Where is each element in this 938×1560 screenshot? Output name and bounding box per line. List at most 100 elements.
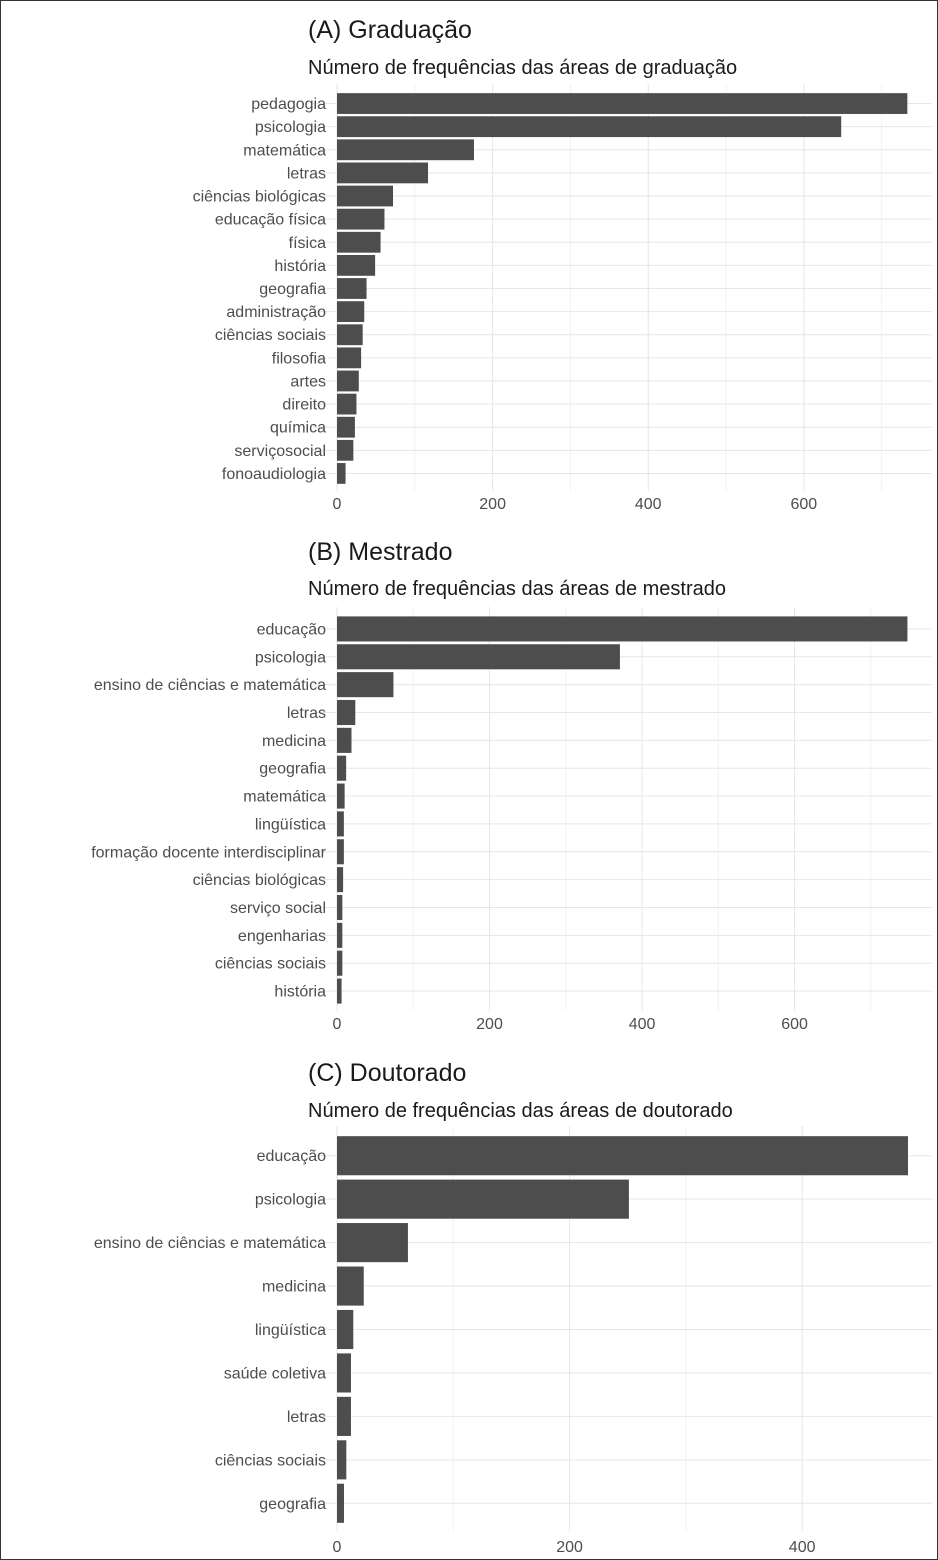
bar bbox=[337, 727, 352, 753]
bar bbox=[337, 324, 363, 346]
bar bbox=[337, 1179, 629, 1219]
x-tick-label: 200 bbox=[556, 1539, 583, 1556]
category-label: ensino de ciências e matemática bbox=[94, 1235, 326, 1252]
category-label: letras bbox=[287, 1409, 326, 1426]
panel-title: (A) Graduação bbox=[308, 16, 472, 44]
category-label: lingüística bbox=[255, 816, 326, 833]
category-label: serviço social bbox=[230, 900, 326, 917]
x-tick-label: 400 bbox=[789, 1539, 816, 1556]
category-label: ciências sociais bbox=[215, 327, 326, 344]
bar bbox=[337, 139, 474, 161]
panel-subtitle: Número de frequências das áreas de douto… bbox=[308, 1100, 733, 1122]
bar bbox=[337, 393, 357, 415]
x-tick-label: 600 bbox=[791, 496, 818, 513]
category-label: educação física bbox=[215, 212, 326, 229]
bar bbox=[337, 185, 394, 207]
bar bbox=[337, 93, 908, 114]
category-label: medicina bbox=[262, 1279, 326, 1296]
category-label: direito bbox=[282, 397, 326, 414]
bar bbox=[337, 301, 365, 323]
category-label: física bbox=[289, 235, 326, 252]
panel-title: (C) Doutorado bbox=[308, 1059, 466, 1087]
bar bbox=[337, 278, 367, 299]
category-label: química bbox=[270, 420, 326, 437]
category-label: engenharias bbox=[238, 928, 326, 945]
category-label: psicologia bbox=[255, 1192, 326, 1209]
bar bbox=[337, 1136, 908, 1176]
chart-panel-1: (A) Graduação Número de frequências das á… bbox=[193, 16, 932, 513]
category-label: educação bbox=[257, 1148, 326, 1165]
bar bbox=[337, 416, 355, 438]
x-tick-label: 400 bbox=[629, 1016, 656, 1033]
category-label: formação docente interdisciplinar bbox=[91, 844, 326, 861]
x-tick-label: 200 bbox=[476, 1016, 503, 1033]
category-label: fonoaudiologia bbox=[222, 466, 326, 483]
category-label: educação bbox=[257, 621, 326, 638]
bar bbox=[337, 616, 908, 642]
bar bbox=[337, 894, 343, 921]
bar bbox=[337, 1266, 364, 1306]
bar bbox=[337, 922, 343, 948]
chart-panel-2: (B) Mestrado Número de frequências das ár… bbox=[91, 538, 932, 1033]
category-label: lingüística bbox=[255, 1322, 326, 1339]
bar bbox=[337, 755, 347, 781]
bar bbox=[337, 1440, 347, 1480]
category-label: saúde coletiva bbox=[224, 1365, 326, 1382]
bar bbox=[337, 162, 429, 184]
bar bbox=[337, 370, 359, 392]
bar bbox=[337, 1223, 408, 1263]
category-label: matemática bbox=[243, 142, 326, 159]
bar bbox=[337, 1483, 344, 1523]
bar bbox=[337, 867, 344, 893]
category-label: ciências sociais bbox=[215, 1452, 326, 1469]
category-label: história bbox=[274, 258, 326, 275]
category-label: administração bbox=[226, 304, 326, 321]
bar bbox=[337, 950, 343, 976]
bar bbox=[337, 439, 354, 461]
category-label: ensino de ciências e matemática bbox=[94, 677, 326, 694]
x-tick-label: 0 bbox=[333, 1539, 342, 1556]
category-label: ciências biológicas bbox=[193, 872, 326, 889]
category-label: geografia bbox=[259, 281, 326, 298]
category-label: letras bbox=[287, 165, 326, 182]
category-label: artes bbox=[290, 373, 326, 390]
category-label: filosofia bbox=[272, 350, 326, 367]
bar bbox=[337, 254, 376, 276]
bar bbox=[337, 644, 620, 670]
category-label: história bbox=[274, 984, 326, 1001]
bar bbox=[337, 347, 362, 369]
bar bbox=[337, 1353, 351, 1393]
x-tick-label: 400 bbox=[635, 496, 662, 513]
category-label: ciências biológicas bbox=[193, 189, 326, 206]
panel-subtitle: Número de frequências das áreas de gradu… bbox=[308, 57, 737, 79]
bar bbox=[337, 116, 842, 138]
category-label: pedagogia bbox=[251, 96, 326, 113]
category-label: ciências sociais bbox=[215, 956, 326, 973]
category-label: geografia bbox=[259, 1496, 326, 1513]
x-tick-label: 200 bbox=[479, 496, 506, 513]
bar bbox=[337, 783, 345, 809]
category-label: letras bbox=[287, 705, 326, 722]
bar bbox=[337, 463, 346, 484]
bar bbox=[337, 208, 385, 230]
x-tick-label: 0 bbox=[333, 496, 342, 513]
bar bbox=[337, 1396, 351, 1436]
bar bbox=[337, 978, 342, 1004]
x-tick-label: 0 bbox=[333, 1016, 342, 1033]
bar bbox=[337, 672, 394, 698]
category-label: geografia bbox=[259, 761, 326, 778]
bar bbox=[337, 231, 381, 253]
category-label: medicina bbox=[262, 733, 326, 750]
category-label: psicologia bbox=[255, 119, 326, 136]
panel-title: (B) Mestrado bbox=[308, 538, 452, 566]
x-tick-label: 600 bbox=[781, 1016, 808, 1033]
chart-panel-3: (C) Doutorado Número de frequências das á… bbox=[94, 1059, 932, 1556]
bar bbox=[337, 1309, 354, 1350]
category-label: matemática bbox=[243, 789, 326, 806]
bar bbox=[337, 811, 344, 837]
category-label: serviçosocial bbox=[234, 443, 326, 460]
bar bbox=[337, 839, 344, 865]
panel-subtitle: Número de frequências das áreas de mestr… bbox=[308, 578, 726, 600]
